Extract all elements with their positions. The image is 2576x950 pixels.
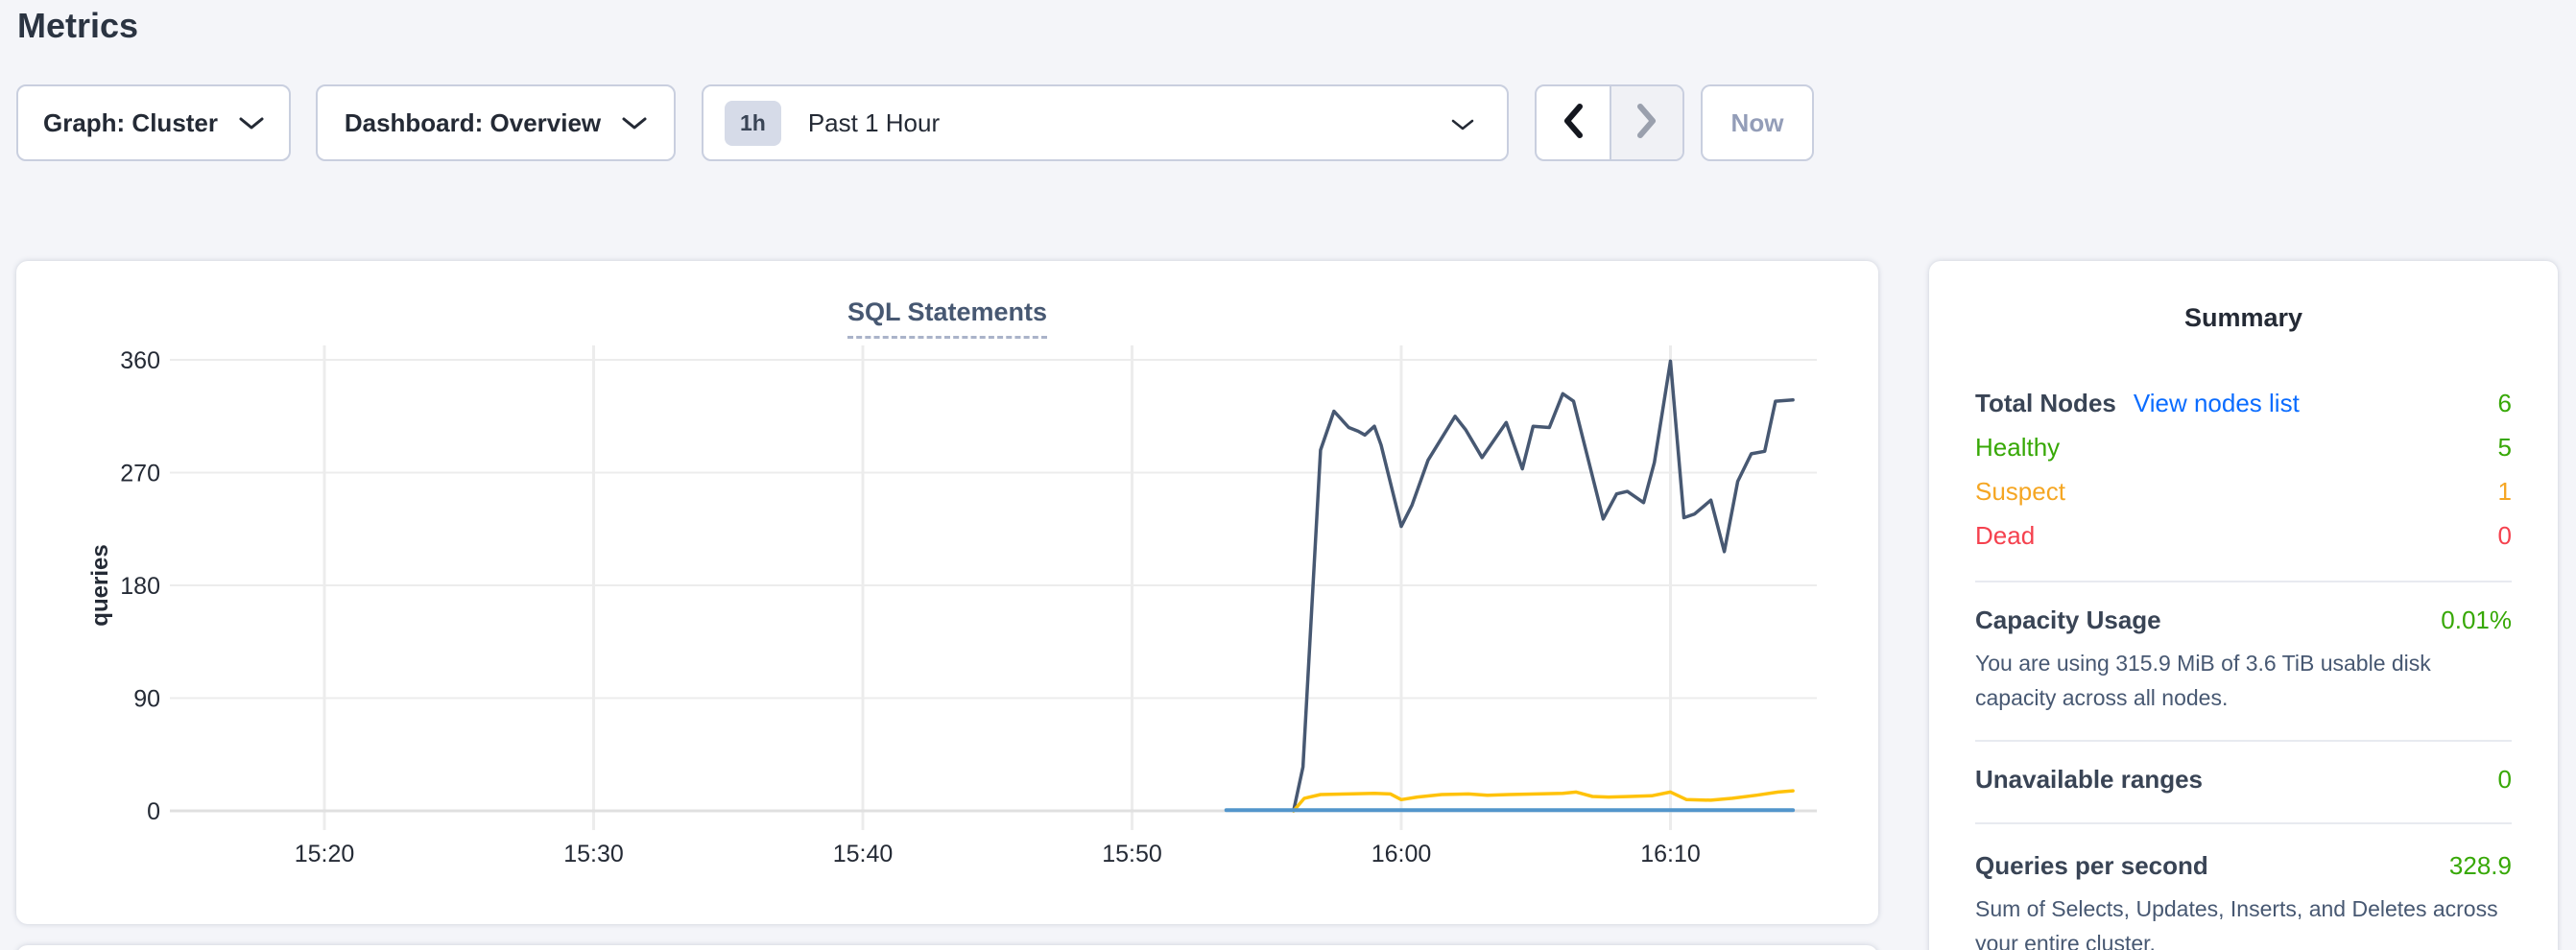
- graph-dropdown[interactable]: Graph: Cluster: [16, 84, 291, 161]
- chevron-down-icon: [622, 116, 647, 131]
- summary-title: Summary: [2183, 303, 2303, 332]
- chevron-down-icon: [1451, 118, 1474, 136]
- unavailable-ranges-label: Unavailable ranges: [1975, 765, 2203, 794]
- healthy-nodes-row: Healthy 5: [1975, 431, 2512, 463]
- time-range-label: Past 1 Hour: [807, 107, 941, 137]
- chart-title[interactable]: SQL Statements: [847, 297, 1048, 339]
- svg-text:270: 270: [120, 461, 160, 487]
- chart-series-navy-line: [1292, 359, 1795, 813]
- svg-text:16:10: 16:10: [1640, 841, 1701, 867]
- chevron-right-icon: [1636, 103, 1658, 143]
- chart-title-row: SQL Statements: [16, 297, 1878, 339]
- divider: [1975, 581, 2512, 582]
- healthy-value: 5: [2497, 433, 2512, 462]
- svg-text:16:00: 16:00: [1371, 841, 1432, 867]
- x-axis-tick-labels: 15:20 15:30 15:40 15:50 16:00 16:10: [295, 841, 1701, 867]
- y-axis-tick-labels: 0 90 180 270 360: [120, 347, 160, 825]
- now-button-label: Now: [1730, 107, 1784, 137]
- svg-text:90: 90: [133, 686, 160, 713]
- svg-text:15:20: 15:20: [295, 841, 355, 867]
- capacity-usage-value: 0.01%: [2441, 606, 2512, 634]
- dashboard-dropdown-label: Dashboard: Overview: [344, 107, 602, 137]
- total-nodes-row: Total Nodes View nodes list 6: [1975, 387, 2512, 419]
- svg-text:360: 360: [120, 347, 160, 374]
- total-nodes-value: 6: [2497, 389, 2512, 417]
- dead-nodes-row: Dead 0: [1975, 519, 2512, 552]
- dashboard-dropdown[interactable]: Dashboard: Overview: [316, 84, 676, 161]
- capacity-usage-description: You are using 315.9 MiB of 3.6 TiB usabl…: [1975, 651, 2431, 710]
- now-button[interactable]: Now: [1701, 84, 1814, 161]
- svg-text:15:50: 15:50: [1102, 841, 1162, 867]
- divider: [1975, 822, 2512, 824]
- unavailable-ranges-row: Unavailable ranges 0: [1975, 763, 2512, 796]
- sql-statements-chart[interactable]: 15:20 15:30 15:40 15:50 16:00 16:10 0 90 180 270 3…: [16, 261, 1878, 924]
- dead-value: 0: [2497, 521, 2512, 550]
- suspect-label: Suspect: [1975, 477, 2065, 506]
- page-title: Metrics: [17, 6, 139, 45]
- healthy-label: Healthy: [1975, 433, 2061, 462]
- svg-text:180: 180: [120, 573, 160, 600]
- capacity-usage-label: Capacity Usage: [1975, 606, 2161, 634]
- chart-series-yellow-line: [1292, 789, 1795, 813]
- horizontal-gridlines: [170, 359, 1817, 813]
- time-range-badge: 1h: [725, 100, 781, 146]
- svg-text:0: 0: [147, 798, 160, 825]
- suspect-value: 1: [2497, 477, 2512, 506]
- unavailable-ranges-value: 0: [2497, 765, 2512, 794]
- next-time-button[interactable]: [1609, 86, 1682, 159]
- queries-per-second-label: Queries per second: [1975, 851, 2208, 880]
- queries-per-second-row: Queries per second 328.9: [1975, 849, 2512, 882]
- vertical-gridlines: [322, 345, 1672, 830]
- svg-text:15:30: 15:30: [563, 841, 624, 867]
- sql-statements-chart-card: SQL Statements queries 15:20 15:30 15:40 15…: [16, 261, 1878, 924]
- time-step-buttons: [1535, 84, 1684, 161]
- suspect-nodes-row: Suspect 1: [1975, 475, 2512, 508]
- graph-dropdown-label: Graph: Cluster: [42, 107, 219, 137]
- next-chart-card-edge: [16, 945, 1878, 950]
- queries-per-second-value: 328.9: [2448, 851, 2512, 880]
- queries-per-second-description: Sum of Selects, Updates, Inserts, and De…: [1975, 896, 2498, 950]
- svg-text:15:40: 15:40: [833, 841, 894, 867]
- chevron-left-icon: [1562, 103, 1584, 143]
- previous-time-button[interactable]: [1537, 86, 1610, 159]
- chevron-down-icon: [239, 116, 264, 131]
- capacity-usage-row: Capacity Usage 0.01%: [1975, 604, 2512, 636]
- summary-panel: Summary Total Nodes View nodes list 6 He…: [1929, 261, 2558, 950]
- time-range-selector[interactable]: 1h Past 1 Hour: [702, 84, 1509, 161]
- dead-label: Dead: [1975, 521, 2036, 550]
- total-nodes-label: Total Nodes: [1975, 389, 2116, 417]
- divider: [1975, 740, 2512, 742]
- view-nodes-list-link[interactable]: View nodes list: [2133, 389, 2300, 417]
